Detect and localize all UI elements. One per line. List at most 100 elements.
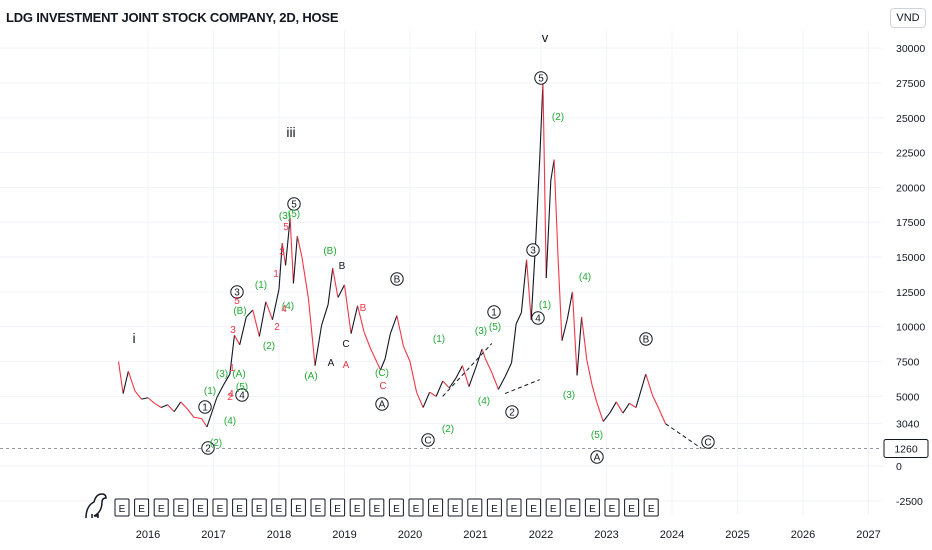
y-tick-label: 20000 (896, 182, 925, 194)
y-tick-label: 30000 (896, 43, 925, 55)
event-marker[interactable] (486, 498, 502, 517)
currency-button[interactable]: VND (890, 8, 926, 28)
price-segment (461, 365, 470, 387)
wave-label-red: 4 (228, 389, 234, 400)
x-tick-label: 2017 (201, 529, 225, 541)
wave-label-red: 4 (281, 304, 287, 315)
event-marker[interactable] (467, 498, 483, 517)
y-tick-label: 3040 (896, 419, 920, 431)
x-tick-label: 2016 (136, 529, 160, 541)
event-marker[interactable] (349, 498, 365, 517)
y-tick-label: -2500 (896, 496, 923, 508)
event-marker[interactable] (114, 498, 130, 517)
price-segment (497, 376, 506, 390)
wave-label-circled: C (704, 438, 711, 449)
event-marker[interactable] (584, 498, 600, 517)
x-tick-label: 2018 (267, 529, 291, 541)
price-segment (285, 217, 291, 266)
price-segment (321, 304, 329, 326)
event-marker[interactable] (330, 498, 346, 517)
price-segment (526, 259, 532, 320)
price-segment (212, 397, 218, 408)
price-segment (296, 236, 303, 258)
event-marker[interactable] (624, 498, 640, 517)
price-segment (265, 301, 273, 320)
wave-circle (230, 285, 244, 299)
event-marker[interactable] (526, 498, 542, 517)
wave-label-red: 5 (234, 296, 240, 307)
price-segment (520, 259, 528, 313)
price-segment (535, 159, 541, 241)
event-marker[interactable] (388, 498, 404, 517)
wave-circle (375, 397, 389, 411)
event-marker[interactable] (134, 498, 150, 517)
wave-label-major: v (542, 30, 549, 45)
event-marker[interactable] (310, 498, 326, 517)
event-marker[interactable] (565, 498, 581, 517)
last-price-label: 1260 (894, 443, 918, 455)
event-marker[interactable] (153, 498, 169, 517)
wave-label-circled: 5 (291, 200, 297, 211)
wave-label-red: B (360, 303, 367, 314)
price-segment (609, 401, 617, 414)
wave-label-circled: A (594, 453, 601, 464)
event-marker[interactable] (447, 498, 463, 517)
event-marker[interactable] (251, 498, 267, 517)
price-segment (566, 291, 573, 320)
event-marker[interactable] (173, 498, 189, 517)
x-tick-label: 2019 (332, 529, 356, 541)
event-marker-label: E (334, 504, 341, 515)
event-marker-label: E (530, 504, 537, 515)
event-marker[interactable] (604, 498, 620, 517)
event-marker[interactable] (428, 498, 444, 517)
wave-label-green: (1) (255, 280, 267, 291)
price-segment (504, 362, 513, 378)
price-segment (363, 332, 372, 350)
price-segment (180, 401, 188, 410)
event-marker-label: E (648, 504, 655, 515)
event-marker[interactable] (643, 498, 659, 517)
event-marker[interactable] (271, 498, 287, 517)
y-tick-label: 5000 (896, 391, 920, 403)
price-segment (376, 362, 382, 371)
event-marker[interactable] (212, 498, 228, 517)
wave-label-green: (3) (216, 369, 228, 380)
wave-label-circled: 1 (491, 308, 497, 319)
wave-label-circled: 2 (205, 444, 211, 455)
price-segment (193, 416, 202, 420)
wave-label-green: (B) (233, 306, 246, 317)
price-segment (468, 368, 477, 387)
x-tick-label: 2026 (791, 529, 815, 541)
wave-label-green: (1) (204, 386, 216, 397)
price-segment (635, 396, 640, 408)
trend-line (442, 343, 493, 397)
wave-label-green: (5) (591, 430, 603, 441)
price-segment (278, 243, 283, 290)
event-marker-label: E (511, 504, 518, 515)
price-segment (314, 325, 323, 366)
wave-label-black: B (339, 261, 346, 272)
event-marker[interactable] (369, 498, 385, 517)
y-tick-label: 10000 (896, 322, 925, 334)
price-segment (474, 348, 483, 369)
event-marker-label: E (491, 504, 498, 515)
event-marker-label: E (119, 504, 126, 515)
price-segment (484, 358, 493, 373)
event-marker[interactable] (408, 498, 424, 517)
event-marker[interactable] (232, 498, 248, 517)
price-segment (384, 333, 391, 359)
price-segment (239, 316, 247, 345)
event-marker[interactable] (506, 498, 522, 517)
event-marker[interactable] (545, 498, 561, 517)
event-marker[interactable] (192, 498, 208, 517)
price-segment (645, 373, 653, 396)
price-segment (258, 301, 267, 337)
wave-circle (487, 305, 501, 319)
price-segment (160, 404, 168, 409)
wave-label-green: (5) (236, 382, 248, 393)
y-tick-label: 22500 (896, 148, 925, 160)
logo-icon (85, 493, 107, 519)
price-segment (615, 401, 624, 414)
event-marker[interactable] (290, 498, 306, 517)
